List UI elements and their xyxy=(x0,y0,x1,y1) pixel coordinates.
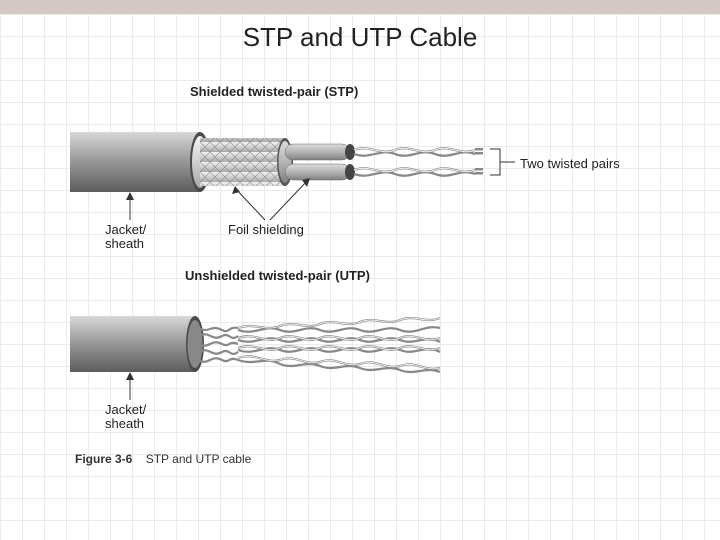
figure-caption: Figure 3-6 STP and UTP cable xyxy=(75,452,251,466)
stp-pairs-label: Two twisted pairs xyxy=(520,156,620,171)
stp-cable-svg xyxy=(70,102,650,242)
diagram-area: Shielded twisted-pair (STP) xyxy=(70,80,650,500)
figure-number: Figure 3-6 xyxy=(75,452,132,466)
utp-jacket-label1: Jacket/ xyxy=(105,402,146,417)
utp-heading: Unshielded twisted-pair (UTP) xyxy=(185,268,370,283)
stp-heading: Shielded twisted-pair (STP) xyxy=(190,84,358,99)
stp-foil-label: Foil shielding xyxy=(228,222,304,237)
utp-jacket-label2: sheath xyxy=(105,416,144,431)
stp-jacket-label2: sheath xyxy=(105,236,144,251)
stp-jacket-label1: Jacket/ xyxy=(105,222,146,237)
header-bar xyxy=(0,0,720,14)
utp-cable-svg xyxy=(70,286,650,426)
figure-text: STP and UTP cable xyxy=(146,452,252,466)
page-title: STP and UTP Cable xyxy=(0,22,720,53)
